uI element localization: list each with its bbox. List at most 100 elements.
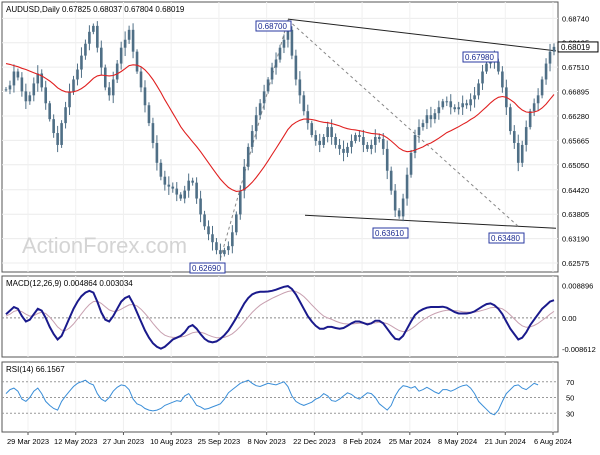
candle-body — [497, 61, 500, 72]
candle-body — [314, 135, 318, 141]
candle-body — [258, 103, 262, 116]
candle-body — [52, 119, 55, 134]
x-tick-label: 25 Sep 2023 — [198, 437, 241, 446]
candle-body — [552, 46, 556, 52]
candle-body — [48, 103, 51, 120]
candle-body — [60, 123, 63, 145]
candle-body — [270, 67, 274, 80]
candle-body — [235, 214, 238, 233]
candle-body — [246, 146, 250, 167]
candle-body — [266, 79, 270, 92]
candle-body — [92, 25, 95, 32]
x-tick-label: 8 Feb 2024 — [343, 437, 381, 446]
y-tick-label: 0.65050 — [562, 161, 589, 170]
y-tick-label: 0.67510 — [562, 63, 589, 72]
candle-body — [242, 166, 246, 191]
y-tick-label: 50 — [566, 394, 574, 403]
candle-body — [501, 71, 504, 88]
candle-body — [437, 107, 441, 114]
candle-body — [429, 115, 433, 120]
candle-body — [385, 148, 389, 171]
candle-body — [167, 184, 171, 187]
candle-body — [401, 198, 405, 217]
x-tick-label: 29 Mar 2023 — [7, 437, 49, 446]
candle-body — [362, 137, 365, 145]
candle-body — [354, 135, 357, 141]
candle-body — [238, 190, 242, 215]
candle-body — [465, 103, 468, 106]
candle-body — [449, 101, 453, 108]
candle-body — [342, 148, 345, 153]
candle-body — [96, 25, 99, 48]
annotation-box — [462, 51, 499, 63]
y-tick-label: 0.62575 — [562, 259, 589, 268]
y-tick-label: 0.68740 — [562, 14, 589, 23]
candle-body — [306, 111, 310, 124]
candle-body — [127, 29, 131, 40]
candle-body — [413, 135, 417, 153]
candle-body — [159, 162, 163, 177]
candle-body — [175, 188, 179, 195]
candle-body — [381, 138, 385, 149]
macd-panel-title: MACD(12,26,9) 0.004864 0.003034 — [6, 279, 133, 288]
candle-body — [107, 87, 111, 96]
candle-body — [338, 144, 341, 149]
last-price-tag: 0.68019 — [557, 41, 599, 53]
candle-body — [131, 29, 135, 52]
candle-body — [32, 83, 36, 96]
candle-body — [290, 29, 294, 56]
candle-body — [24, 91, 28, 102]
candle-body — [119, 47, 123, 64]
x-tick-label: 10 Aug 2023 — [150, 437, 192, 446]
candle-body — [36, 73, 40, 84]
candle-body — [294, 55, 298, 80]
candle-body — [318, 140, 322, 145]
candle-body — [509, 107, 512, 132]
candle-body — [139, 71, 143, 88]
candle-body — [187, 180, 190, 191]
candle-body — [191, 180, 194, 183]
y-tick-label: 0.66895 — [562, 88, 589, 97]
candle-body — [274, 59, 278, 68]
candle-body — [68, 91, 71, 108]
candle-body — [8, 85, 12, 90]
candle-body — [453, 107, 457, 110]
candle-body — [111, 79, 115, 96]
candle-body — [231, 232, 234, 247]
candle-body — [409, 152, 413, 175]
candle-body — [457, 107, 460, 110]
candle-body — [88, 31, 91, 44]
candle-body — [40, 73, 44, 88]
candle-body — [223, 250, 226, 255]
candle-body — [195, 182, 198, 199]
y-tick-label: 0.00 — [562, 314, 577, 323]
sma-line — [5, 63, 555, 192]
candle-body — [211, 234, 214, 243]
candle-body — [350, 140, 353, 147]
y-tick-label: 0.008896 — [562, 282, 593, 291]
watermark: ActionForex.com — [22, 233, 187, 258]
candle-body — [433, 113, 437, 120]
candle-body — [155, 142, 159, 163]
candle-body — [20, 77, 24, 92]
y-tick-label: -0.008612 — [562, 345, 596, 354]
candle-body — [163, 176, 167, 185]
annotation-label: 0.63610 — [375, 229, 404, 238]
candle-body — [143, 87, 147, 106]
candle-body — [417, 127, 421, 136]
candle-body — [80, 55, 83, 70]
candle-body — [302, 95, 306, 112]
candle-body — [135, 51, 139, 72]
x-tick-label: 8 May 2024 — [438, 437, 477, 446]
last-price-label: 0.68019 — [561, 43, 590, 52]
annotation-box — [488, 232, 525, 244]
x-tick-label: 27 Jun 2023 — [103, 437, 144, 446]
candle-body — [397, 210, 401, 217]
candle-body — [254, 115, 258, 132]
candle-body — [461, 103, 464, 108]
candle-body — [310, 123, 314, 136]
annotation-label: 0.68700 — [258, 22, 287, 31]
candle-body — [520, 144, 524, 163]
candle-body — [473, 95, 476, 100]
